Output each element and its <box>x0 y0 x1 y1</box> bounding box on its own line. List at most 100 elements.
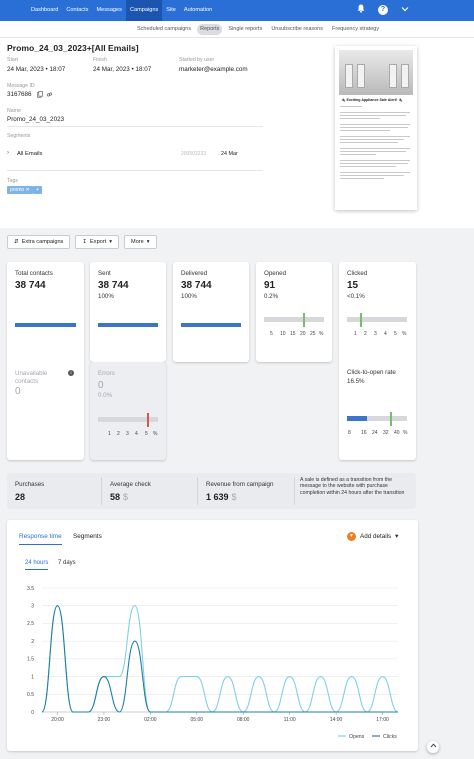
x-tick-label: 20:00 <box>51 717 64 723</box>
revenue-value: 1 639 <box>206 492 229 502</box>
nav-automation[interactable]: Automation <box>183 7 213 13</box>
started-by-value: marketer@example.com <box>179 66 248 73</box>
opened-percent: 0.2% <box>264 293 279 300</box>
average-check-value: 58 <box>110 492 121 502</box>
scale-tick: % <box>403 430 408 436</box>
nav-contacts[interactable]: Contacts <box>66 7 89 13</box>
add-details-label: Add details <box>360 533 392 540</box>
segment-number: 200503233 <box>181 151 207 157</box>
message-id-actions <box>37 91 53 100</box>
tab-response-time[interactable]: Response time <box>19 533 62 545</box>
export-button[interactable]: ↧ Export ▾ <box>75 235 120 249</box>
nav-campaigns[interactable]: Campaigns <box>125 0 163 21</box>
scale-tick: 32 <box>383 430 389 436</box>
preview-heading: 🔌 Exciting Appliance Sale Alert! 🔌 <box>341 98 403 102</box>
purchases-value: 28 <box>15 492 26 502</box>
nav-site[interactable]: Site <box>166 7 176 13</box>
scale-tick: 1 <box>108 431 111 437</box>
chevron-right-icon[interactable]: › <box>7 150 9 156</box>
tag-promo[interactable]: promo ✕ <box>7 186 33 194</box>
revenue-summary: Purchases 28 Average check 58 $ Revenue f… <box>7 473 416 509</box>
scroll-to-top-button[interactable] <box>427 741 439 753</box>
scale-tick: 8 <box>348 430 351 436</box>
y-tick-label: 3.5 <box>27 586 34 592</box>
clicked-percent: <0.1% <box>347 293 365 300</box>
bell-icon[interactable] <box>356 4 366 16</box>
range-7-days[interactable]: 7 days <box>58 560 76 566</box>
scale-tick: 25 <box>310 331 316 337</box>
total-contacts-label: Total contacts <box>15 270 53 277</box>
link-icon[interactable] <box>46 91 53 100</box>
revenue-label: Revenue from campaign <box>206 481 274 488</box>
message-id-value: 3167686 <box>7 91 32 98</box>
clicked-card: Clicked 15 <0.1% 1 2 3 4 5 % Click-to-op… <box>339 262 416 460</box>
preview-image <box>339 50 413 95</box>
revenue-cell: Revenue from campaign 1 639 $ <box>198 473 298 509</box>
extra-campaigns-button[interactable]: ⇵ Extra campaigns <box>7 235 71 249</box>
x-tick-label: 05:00 <box>191 717 204 723</box>
scale-tick: 1 <box>354 331 357 337</box>
tab-reports[interactable]: Reports <box>197 24 223 35</box>
x-tick-label: 08:00 <box>237 717 250 723</box>
top-navigation-bar: Dashboard Contacts Messages Campaigns Si… <box>0 0 474 21</box>
purchases-cell: Purchases 28 <box>7 473 101 509</box>
nav-dashboard[interactable]: Dashboard <box>31 7 59 13</box>
start-value: 24 Mar, 2023 • 18:07 <box>7 66 66 73</box>
total-contacts-value: 38 744 <box>15 280 46 291</box>
add-details-button[interactable]: ▼ Add details ▾ <box>347 532 398 541</box>
average-check-cell: Average check 58 $ <box>102 473 196 509</box>
scale-tick: 4 <box>384 331 387 337</box>
series-line-clicks <box>41 605 398 713</box>
message-id-label: Message ID <box>7 83 35 89</box>
email-preview-thumbnail[interactable]: 🔌 Exciting Appliance Sale Alert! 🔌 <box>335 46 417 210</box>
y-tick-label: 0.5 <box>27 692 34 698</box>
tags-label: Tags <box>7 178 18 184</box>
tab-segments[interactable]: Segments <box>73 533 102 540</box>
x-tick-label: 02:00 <box>144 717 157 723</box>
scale-tick: 3 <box>374 331 377 337</box>
currency-symbol: $ <box>231 492 237 502</box>
chevron-down-icon: ▾ <box>146 239 150 245</box>
nav-messages[interactable]: Messages <box>96 7 122 13</box>
help-icon[interactable]: ? <box>378 5 388 15</box>
info-icon[interactable]: i <box>68 370 74 376</box>
scale-tick: 10 <box>280 331 286 337</box>
y-tick-label: 1.5 <box>27 657 34 663</box>
chevron-down-icon: ▾ <box>109 239 113 245</box>
scale-tick: 5 <box>145 431 148 437</box>
opened-marker <box>303 313 305 327</box>
extra-campaigns-icon: ⇵ <box>14 239 19 245</box>
started-by-label: Started by user <box>179 57 215 63</box>
scale-tick: 2 <box>364 331 367 337</box>
add-tag-button[interactable]: + <box>33 186 42 194</box>
y-tick-label: 2.5 <box>27 621 34 627</box>
legend-label: Opens <box>349 734 365 740</box>
tab-unsubscribe-reasons[interactable]: Unsubscribe reasons <box>271 26 323 32</box>
add-details-icon: ▼ <box>347 532 356 541</box>
start-label: Start <box>7 57 18 63</box>
segment-name: All Emails <box>17 151 43 157</box>
tab-frequency-strategy[interactable]: Frequency strategy <box>332 26 380 32</box>
clicked-marker <box>360 313 362 327</box>
scale-tick: 16 <box>361 430 367 436</box>
total-contacts-bar <box>15 323 76 327</box>
opened-scale: 5 10 15 20 25 % <box>264 313 324 339</box>
more-label: More <box>131 239 144 245</box>
scale-tick: 24 <box>372 430 378 436</box>
scale-tick: 20 <box>300 331 306 337</box>
tab-single-reports[interactable]: Single reports <box>228 26 263 32</box>
finish-value: 24 Mar, 2023 • 18:07 <box>93 66 152 73</box>
scale-tick: 15 <box>290 331 296 337</box>
range-24-hours[interactable]: 24 hours <box>25 560 49 570</box>
average-check-label: Average check <box>110 481 151 488</box>
sent-value: 38 744 <box>98 280 129 291</box>
tab-scheduled-campaigns[interactable]: Scheduled campaigns <box>137 26 192 32</box>
scale-tick: 4 <box>135 431 138 437</box>
scale-tick: % <box>153 431 158 437</box>
copy-icon[interactable] <box>37 91 43 100</box>
more-button[interactable]: More ▾ <box>124 235 157 249</box>
chevron-down-icon[interactable] <box>400 4 410 16</box>
segment-row[interactable]: › All Emails 200503233 24 Mar <box>7 150 263 162</box>
click-to-open-percent: 16.5% <box>347 378 365 385</box>
